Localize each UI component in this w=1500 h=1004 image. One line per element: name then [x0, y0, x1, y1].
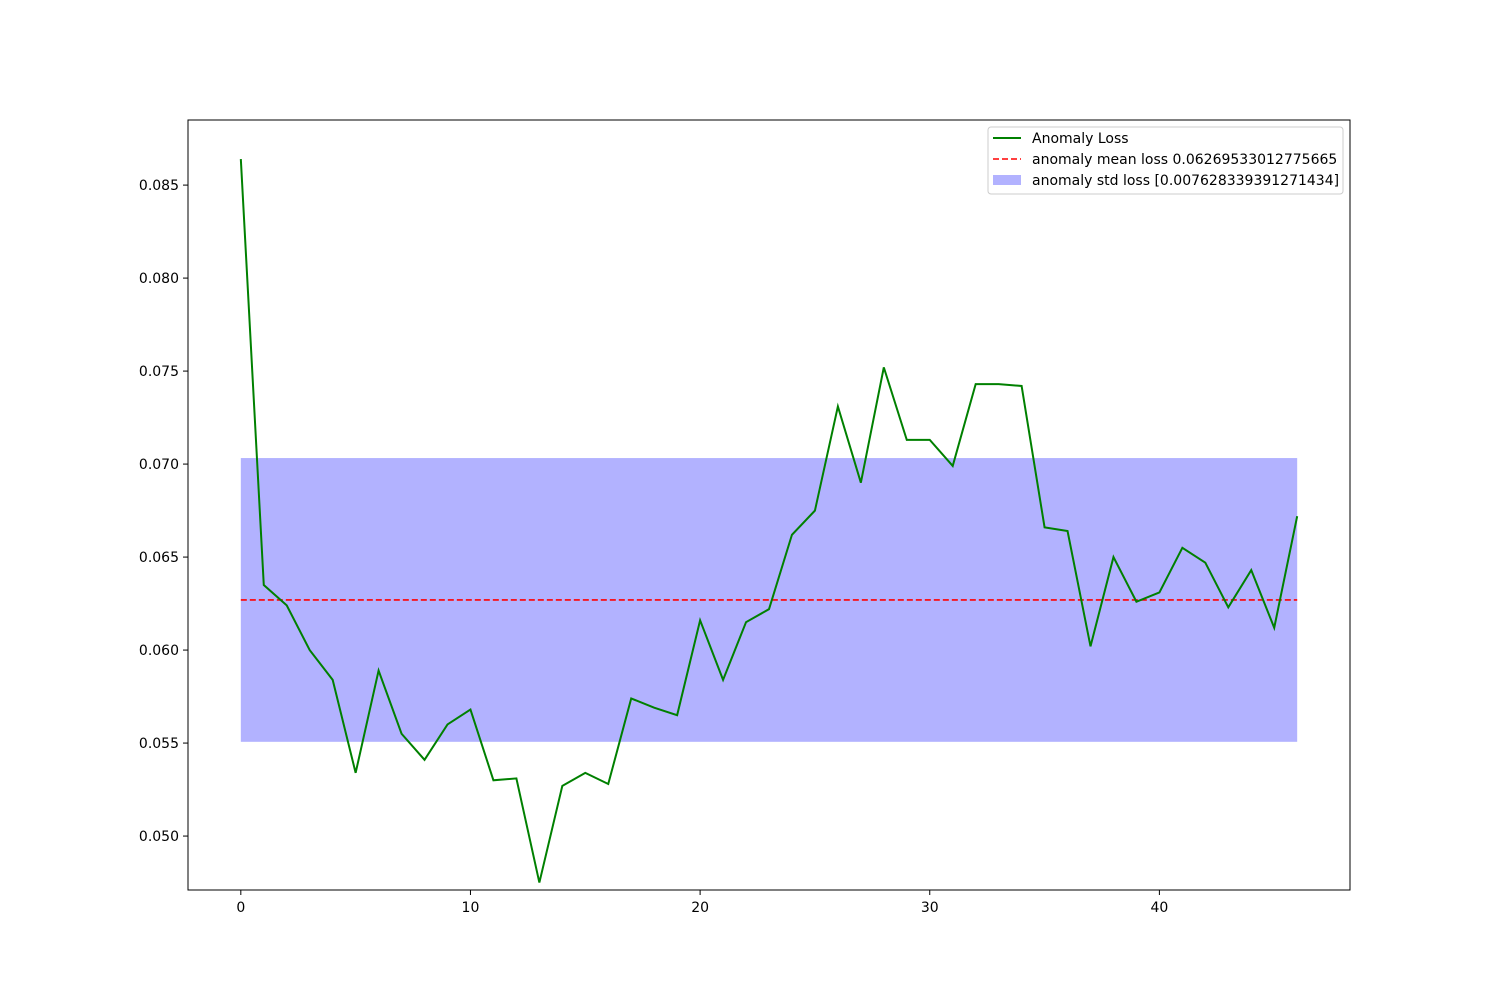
y-tick-label: 0.070 [139, 457, 179, 473]
x-tick-label: 0 [236, 900, 245, 916]
y-tick-label: 0.050 [139, 829, 179, 845]
legend-box [987, 126, 1344, 195]
x-axis: 0 10 20 30 40 [236, 890, 1168, 916]
legend-label: anomaly mean loss 0.06269533012775665 [1032, 152, 1337, 168]
plot-area [239, 159, 1299, 883]
anomaly-loss-line [239, 159, 1299, 883]
legend: Anomaly Loss anomaly mean loss 0.06269533… [987, 126, 1344, 195]
y-tick-label: 0.055 [139, 736, 179, 752]
y-tick-label: 0.075 [139, 364, 179, 380]
y-tick-label: 0.065 [139, 550, 179, 566]
y-tick-label: 0.085 [139, 178, 179, 194]
legend-label: Anomaly Loss [1032, 131, 1129, 147]
x-tick-label: 40 [1150, 900, 1168, 916]
y-tick-label: 0.060 [139, 643, 179, 659]
x-tick-label: 30 [921, 900, 939, 916]
y-tick-label: 0.080 [139, 271, 179, 287]
x-tick-label: 10 [462, 900, 480, 916]
x-tick-label: 20 [691, 900, 709, 916]
y-axis: 0.050 0.055 0.060 0.065 0.070 0.075 0.080 0.085 [139, 178, 188, 845]
legend-band-swatch [993, 175, 1021, 185]
legend-label: anomaly std loss [0.007628339391271434] [1032, 173, 1339, 189]
axes-frame [187, 119, 1351, 891]
